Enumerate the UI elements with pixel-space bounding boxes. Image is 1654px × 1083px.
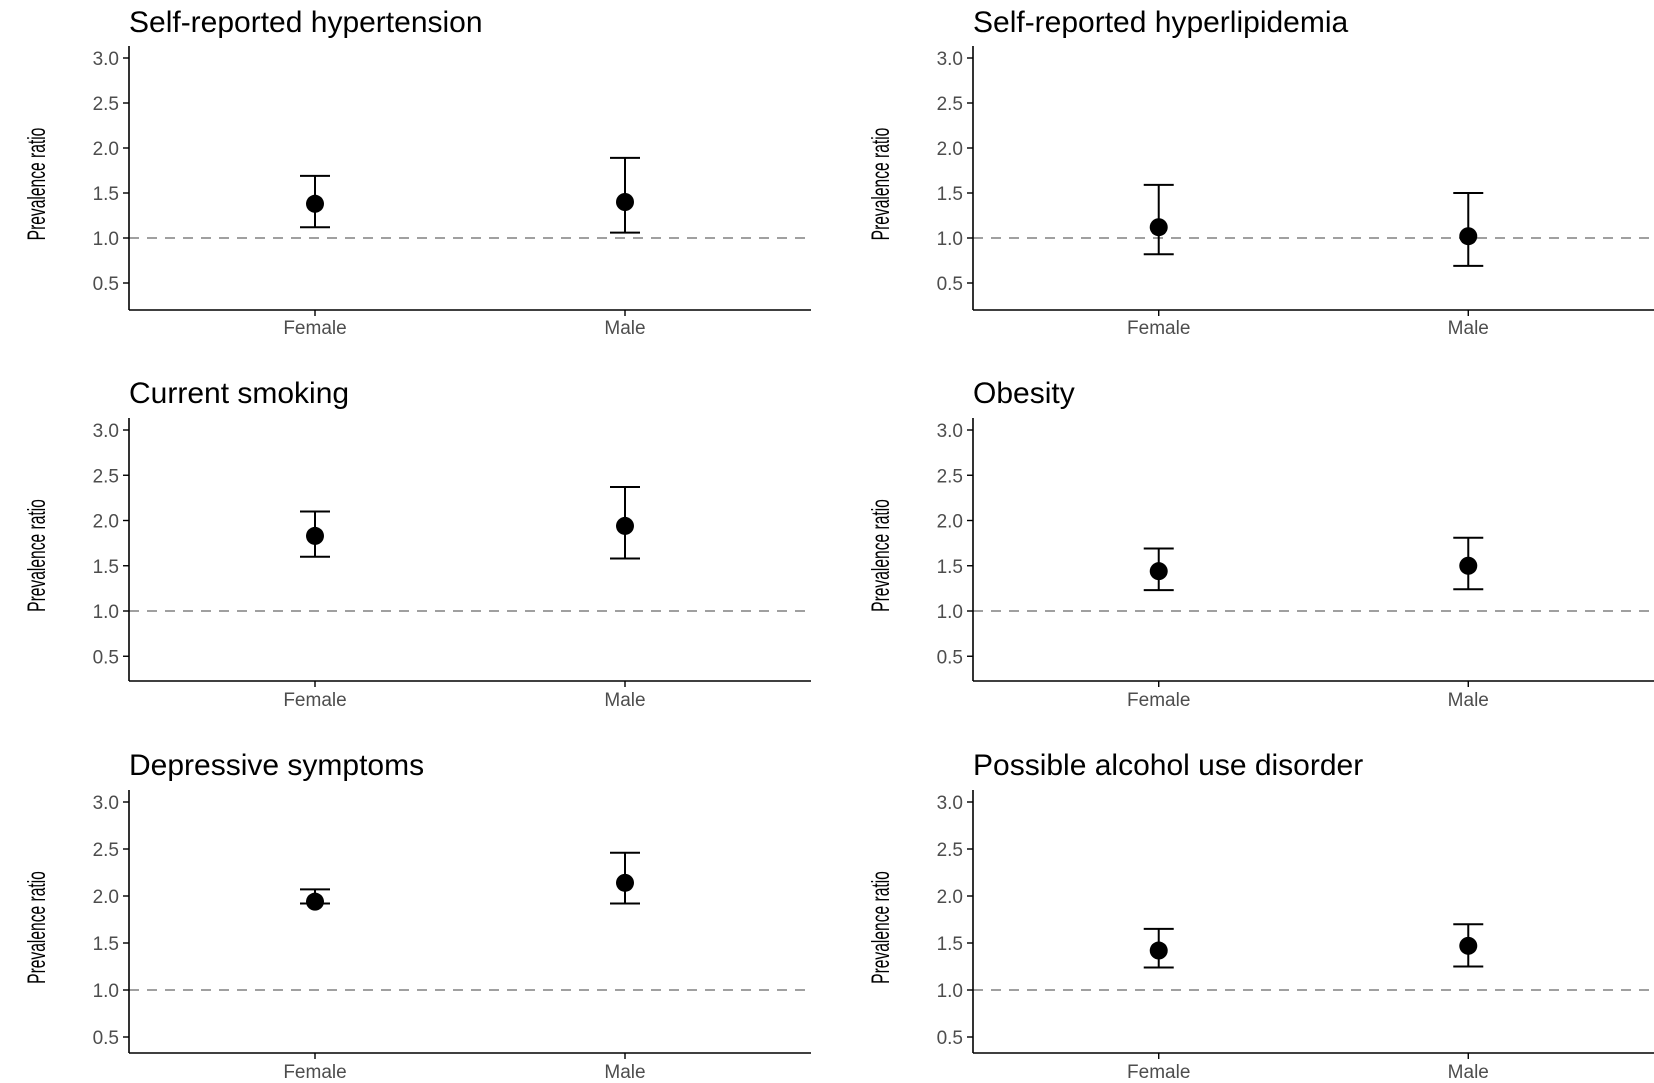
y-tick-label: 0.5 — [937, 274, 963, 295]
y-tick-label: 2.5 — [937, 840, 963, 861]
y-tick-label: 2.5 — [937, 94, 963, 115]
y-axis-label: Prevalence ratio — [867, 871, 895, 984]
point-estimate — [616, 873, 634, 892]
data-point-female — [1143, 927, 1174, 969]
data-point-female — [300, 888, 330, 911]
x-tick-label: Female — [283, 1062, 346, 1083]
point-estimate — [306, 526, 324, 545]
y-axis-label: Prevalence ratio — [23, 871, 51, 984]
x-tick-label: Male — [604, 318, 645, 339]
y-tick-label: 2.0 — [93, 887, 119, 908]
y-tick-label: 1.5 — [937, 184, 963, 205]
x-tick-label: Male — [1448, 318, 1489, 339]
y-tick-label: 1.0 — [937, 229, 963, 250]
y-tick-label: 3.0 — [93, 793, 119, 814]
y-tick-label: 1.5 — [93, 934, 119, 955]
data-point-male — [610, 156, 640, 234]
panel-2: Self-reported hyperlipidemia 0.5 1.0 1.5 2.0… — [867, 6, 1654, 339]
point-estimate — [1149, 218, 1168, 237]
y-tick-label: 1.5 — [937, 557, 963, 578]
y-tick-label: 2.5 — [93, 840, 119, 861]
y-tick-label: 1.0 — [937, 602, 963, 623]
y-tick-label: 3.0 — [937, 793, 963, 814]
y-tick-label: 0.5 — [93, 1028, 119, 1049]
data-point-male — [610, 486, 640, 560]
panel-title: Depressive symptoms — [129, 749, 424, 782]
y-axis-label: Prevalence ratio — [867, 499, 895, 612]
data-point-female — [1143, 183, 1174, 256]
y-tick-label: 0.5 — [93, 274, 119, 295]
x-tick-label: Male — [1448, 690, 1489, 711]
y-tick-label: 3.0 — [93, 421, 119, 442]
panel-title: Obesity — [973, 377, 1075, 410]
y-tick-label: 1.0 — [937, 981, 963, 1002]
data-point-female — [300, 510, 330, 558]
point-estimate — [616, 516, 634, 535]
panel-title: Current smoking — [129, 377, 349, 410]
panel-5: Depressive symptoms 0.5 1.0 1.5 2.0 2.5 3.0 Pre… — [23, 749, 811, 1083]
y-tick-label: 2.5 — [93, 94, 119, 115]
panel-1: Self-reported hypertension 0.5 1.0 1.5 2.0 2.… — [23, 6, 811, 339]
y-axis-label: Prevalence ratio — [867, 128, 895, 241]
y-axis-label: Prevalence ratio — [23, 499, 51, 612]
y-axis-label: Prevalence ratio — [23, 128, 51, 241]
x-tick-label: Male — [1448, 1062, 1489, 1083]
data-point-female — [1143, 547, 1174, 592]
y-tick-label: 2.0 — [937, 512, 963, 533]
x-tick-label: Female — [1127, 318, 1190, 339]
point-estimate — [1459, 936, 1478, 955]
point-estimate — [306, 194, 324, 213]
point-estimate — [1459, 556, 1478, 575]
panel-6: Possible alcohol use disorder 0.5 1.0 1.5 2.… — [867, 749, 1654, 1083]
point-estimate — [616, 193, 634, 211]
x-tick-label: Female — [283, 690, 346, 711]
data-point-male — [1453, 536, 1484, 591]
data-point-male — [1453, 923, 1484, 968]
y-tick-label: 2.0 — [93, 512, 119, 533]
panel-title: Self-reported hyperlipidemia — [973, 6, 1349, 39]
x-tick-label: Male — [604, 690, 645, 711]
y-tick-label: 2.5 — [937, 466, 963, 487]
point-estimate — [1459, 227, 1478, 246]
y-tick-label: 2.0 — [93, 139, 119, 160]
y-tick-label: 2.5 — [93, 466, 119, 487]
y-tick-label: 0.5 — [937, 647, 963, 668]
y-tick-label: 1.0 — [93, 981, 119, 1002]
y-tick-label: 3.0 — [93, 49, 119, 70]
x-tick-label: Female — [283, 318, 346, 339]
panel-title: Self-reported hypertension — [129, 6, 483, 39]
y-tick-label: 3.0 — [937, 421, 963, 442]
panel-title: Possible alcohol use disorder — [973, 749, 1363, 782]
data-point-female — [300, 174, 330, 229]
y-tick-label: 0.5 — [937, 1028, 963, 1049]
point-estimate — [1149, 941, 1168, 960]
panel-4: Obesity 0.5 1.0 1.5 2.0 2.5 3.0 Prevalence rati… — [867, 377, 1654, 711]
data-point-male — [610, 851, 640, 905]
y-tick-label: 0.5 — [93, 647, 119, 668]
panel-3: Current smoking 0.5 1.0 1.5 2.0 2.5 3.0 Prevale… — [23, 377, 811, 711]
y-tick-label: 1.0 — [93, 602, 119, 623]
y-tick-label: 1.5 — [93, 557, 119, 578]
point-estimate — [1149, 562, 1168, 581]
y-tick-label: 3.0 — [937, 49, 963, 70]
x-tick-label: Female — [1127, 1062, 1190, 1083]
x-tick-label: Male — [604, 1062, 645, 1083]
y-tick-label: 2.0 — [937, 887, 963, 908]
point-estimate — [306, 892, 324, 911]
x-tick-label: Female — [1127, 690, 1190, 711]
y-tick-label: 1.5 — [937, 934, 963, 955]
y-tick-label: 1.0 — [93, 229, 119, 250]
y-tick-label: 1.5 — [93, 184, 119, 205]
y-tick-label: 2.0 — [937, 139, 963, 160]
data-point-male — [1453, 192, 1484, 267]
